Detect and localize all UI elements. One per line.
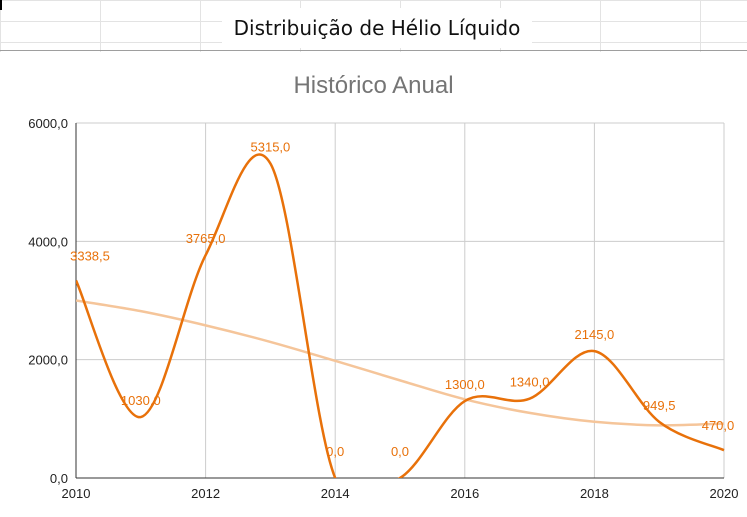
y-tick-label: 0,0 (50, 471, 68, 486)
data-label: 949,5 (643, 398, 676, 413)
series-line[interactable] (76, 153, 725, 504)
x-tick-label: 2020 (710, 486, 739, 501)
series-group (76, 153, 725, 504)
x-tick-label: 2018 (580, 486, 609, 501)
chart-title: Histórico Anual (293, 72, 454, 99)
tick-labels: 0,0 2000,0 4000,0 6000,0 2010 2012 2014 2016 201… (28, 116, 738, 501)
grid (76, 122, 725, 478)
sheet-title: Distribuição de Hélio Líquido (222, 8, 532, 48)
y-tick-label: 2000,0 (28, 353, 68, 368)
x-tick-label: 2014 (321, 486, 350, 501)
data-label: 0,0 (326, 444, 344, 459)
trendline-group (76, 299, 725, 427)
data-label: 3765,0 (186, 231, 226, 246)
data-label: 2145,0 (575, 327, 615, 342)
x-tick-label: 2016 (450, 486, 479, 501)
data-label: 1300,0 (445, 377, 485, 392)
x-tick-label: 2010 (62, 486, 91, 501)
trendline (76, 299, 725, 427)
data-labels: 3338,5 1030,0 3765,0 5315,0 0,0 0,0 1300,0 1340… (70, 140, 734, 459)
y-tick-label: 4000,0 (28, 234, 68, 249)
cell-cursor (0, 0, 2, 10)
x-tick-label: 2012 (191, 486, 220, 501)
data-label: 3338,5 (70, 248, 110, 263)
sheet-divider (0, 50, 747, 51)
data-label: 0,0 (391, 444, 409, 459)
data-label: 1030,0 (121, 393, 161, 408)
y-tick-label: 6000,0 (28, 116, 68, 131)
data-label: 5315,0 (251, 140, 291, 155)
data-label: 470,0 (702, 418, 735, 433)
data-label: 1340,0 (510, 375, 550, 390)
